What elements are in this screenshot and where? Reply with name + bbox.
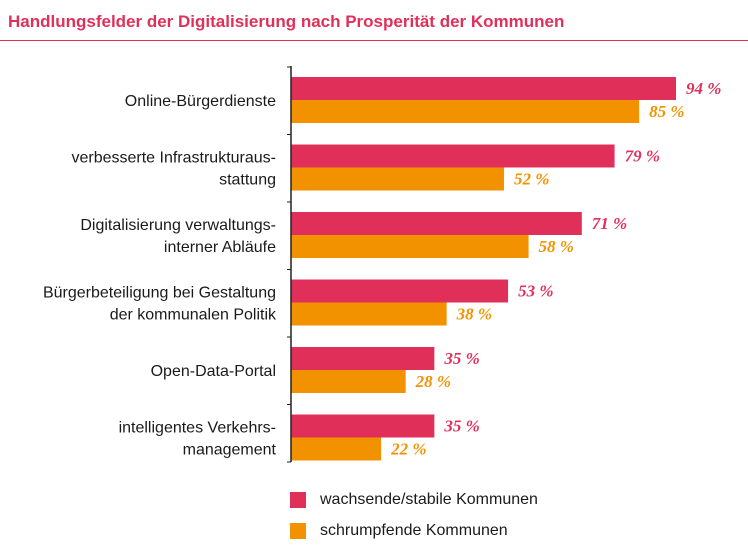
category-label-1-0: verbesserte Infrastrukturaus- [71, 150, 276, 167]
category-label-2-1: interner Abläufe [164, 239, 276, 256]
legend-label-series-1: wachsende/stabile Kommunen [320, 491, 538, 508]
bar-shrinking-1 [291, 167, 504, 191]
legend-label-series-2: schrumpfende Kommunen [320, 522, 508, 539]
value-label-shrinking-4: 28 % [415, 372, 451, 391]
legend-swatch-series-2 [290, 523, 306, 539]
legend: wachsende/stabile Kommunen schrumpfende … [290, 486, 538, 545]
value-label-growing-1: 79 % [625, 147, 660, 166]
value-label-growing-2: 71 % [592, 214, 627, 233]
category-label-4-0: Open-Data-Portal [151, 363, 276, 380]
legend-item-series-1: wachsende/stabile Kommunen [290, 486, 538, 514]
category-label-0-0: Online-Bürgerdienste [125, 93, 276, 110]
bar-shrinking-0 [291, 100, 640, 123]
category-label-3-0: Bürgerbeteiligung bei Gestaltung [43, 285, 276, 302]
bar-growing-2 [291, 212, 582, 235]
bar-shrinking-4 [291, 370, 406, 393]
category-label-1-1: stattung [219, 172, 276, 189]
chart-title: Handlungsfelder der Digitalisierung nach… [8, 12, 565, 31]
bar-growing-0 [291, 77, 676, 100]
bar-shrinking-5 [291, 437, 382, 461]
value-label-shrinking-2: 58 % [539, 237, 574, 256]
bar-growing-5 [291, 414, 435, 438]
bar-growing-4 [291, 347, 435, 370]
value-label-shrinking-1: 52 % [514, 170, 549, 189]
value-label-shrinking-0: 85 % [649, 102, 684, 121]
legend-item-series-2: schrumpfende Kommunen [290, 517, 538, 545]
bar-growing-3 [291, 279, 509, 303]
value-label-growing-5: 35 % [443, 417, 479, 436]
value-label-growing-3: 53 % [518, 282, 553, 301]
bar-growing-1 [291, 144, 615, 168]
category-label-5-1: management [183, 442, 277, 459]
legend-swatch-series-1 [290, 492, 306, 508]
category-label-2-0: Digitalisierung verwaltungs- [80, 217, 276, 234]
title-underline [0, 40, 748, 41]
value-label-shrinking-3: 38 % [456, 305, 492, 324]
bar-shrinking-3 [291, 302, 447, 326]
category-label-3-1: der kommunalen Politik [110, 307, 277, 324]
value-label-shrinking-5: 22 % [390, 440, 426, 459]
value-label-growing-0: 94 % [686, 79, 721, 98]
value-label-growing-4: 35 % [443, 349, 479, 368]
bar-shrinking-2 [291, 235, 529, 258]
category-label-5-0: intelligentes Verkehrs- [119, 420, 276, 437]
